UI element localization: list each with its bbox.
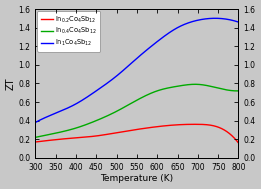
In$_{1}$Co$_4$Sb$_{12}$: [34, 121, 37, 124]
Line: In$_{0.4}$Co$_4$Sb$_{12}$: In$_{0.4}$Co$_4$Sb$_{12}$: [35, 84, 239, 137]
In$_{1}$Co$_4$Sb$_{12}$: [162, 36, 165, 38]
In$_{1}$Co$_4$Sb$_{12}$: [58, 110, 61, 113]
In$_{1}$Co$_4$Sb$_{12}$: [114, 76, 117, 78]
In$_{0.2}$Co$_4$Sb$_{12}$: [162, 125, 165, 127]
In$_{0.4}$Co$_4$Sb$_{12}$: [181, 84, 185, 87]
In$_{0.4}$Co$_4$Sb$_{12}$: [114, 111, 117, 113]
In$_{1}$Co$_4$Sb$_{12}$: [180, 24, 183, 27]
In$_{0.2}$Co$_4$Sb$_{12}$: [58, 138, 61, 140]
In$_{0.4}$Co$_4$Sb$_{12}$: [194, 83, 197, 85]
In$_{0.4}$Co$_4$Sb$_{12}$: [237, 90, 240, 92]
In$_{0.4}$Co$_4$Sb$_{12}$: [180, 84, 183, 87]
In$_{0.2}$Co$_4$Sb$_{12}$: [114, 132, 117, 134]
X-axis label: Temperature (K): Temperature (K): [100, 174, 174, 184]
Line: In$_{0.2}$Co$_4$Sb$_{12}$: In$_{0.2}$Co$_4$Sb$_{12}$: [35, 124, 239, 143]
In$_{0.4}$Co$_4$Sb$_{12}$: [34, 136, 37, 139]
In$_{0.4}$Co$_4$Sb$_{12}$: [162, 88, 165, 90]
In$_{0.4}$Co$_4$Sb$_{12}$: [58, 131, 61, 133]
In$_{0.2}$Co$_4$Sb$_{12}$: [180, 123, 183, 126]
In$_{1}$Co$_4$Sb$_{12}$: [100, 86, 103, 88]
In$_{0.4}$Co$_4$Sb$_{12}$: [100, 117, 103, 120]
In$_{0.2}$Co$_4$Sb$_{12}$: [100, 134, 103, 136]
In$_{0.2}$Co$_4$Sb$_{12}$: [193, 123, 196, 125]
Line: In$_{1}$Co$_4$Sb$_{12}$: In$_{1}$Co$_4$Sb$_{12}$: [35, 18, 239, 122]
In$_{1}$Co$_4$Sb$_{12}$: [213, 17, 217, 19]
In$_{0.2}$Co$_4$Sb$_{12}$: [237, 142, 240, 144]
In$_{1}$Co$_4$Sb$_{12}$: [237, 21, 240, 23]
In$_{1}$Co$_4$Sb$_{12}$: [181, 24, 185, 26]
In$_{0.2}$Co$_4$Sb$_{12}$: [34, 141, 37, 143]
Legend: In$_{0.2}$Co$_4$Sb$_{12}$, In$_{0.4}$Co$_4$Sb$_{12}$, In$_{1}$Co$_4$Sb$_{12}$: In$_{0.2}$Co$_4$Sb$_{12}$, In$_{0.4}$Co$…: [37, 11, 100, 52]
In$_{0.2}$Co$_4$Sb$_{12}$: [181, 123, 185, 126]
Y-axis label: ZT: ZT: [5, 77, 16, 90]
